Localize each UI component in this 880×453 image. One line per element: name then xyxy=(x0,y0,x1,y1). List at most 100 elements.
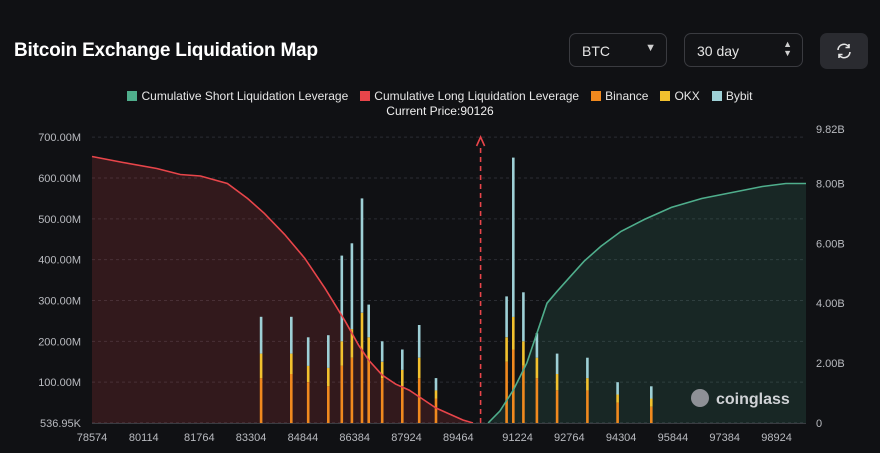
bar-binance xyxy=(259,378,263,423)
x-axis-tick: 95844 xyxy=(658,432,689,444)
bar-okx xyxy=(535,357,539,379)
bar-binance xyxy=(360,349,364,423)
left-axis-tick: 600.00M xyxy=(38,173,81,185)
coinglass-logo-icon xyxy=(691,389,709,407)
svg-text:coinglass: coinglass xyxy=(716,391,790,408)
bar-bybit xyxy=(380,341,384,362)
x-axis-tick: 84844 xyxy=(288,432,319,444)
bar-binance xyxy=(327,386,330,424)
bar-okx xyxy=(555,374,559,391)
period-select-value: 30 day xyxy=(697,43,740,59)
bar-binance xyxy=(505,361,508,424)
bar-binance xyxy=(401,386,404,424)
bar-bybit xyxy=(259,316,263,354)
bar-bybit xyxy=(367,304,370,338)
bar-okx xyxy=(650,398,653,407)
right-axis-tick: 9.82B xyxy=(816,124,845,136)
bar-bybit xyxy=(586,357,589,379)
bar-binance xyxy=(616,402,619,423)
legend-bybit[interactable]: Bybit xyxy=(711,89,753,103)
bar-binance xyxy=(522,365,525,423)
page-title: Bitcoin Exchange Liquidation Map xyxy=(14,40,318,61)
bar-okx xyxy=(505,337,508,362)
bar-okx xyxy=(417,357,421,379)
bar-binance xyxy=(290,374,293,423)
bar-okx xyxy=(259,353,263,379)
bar-okx xyxy=(360,312,364,350)
legend-swatch-bybit xyxy=(711,91,722,101)
x-axis-tick: 86384 xyxy=(339,432,370,444)
bar-bybit xyxy=(350,243,354,330)
x-axis-tick: 89464 xyxy=(443,432,474,444)
right-axis-tick: 8.00B xyxy=(816,178,845,190)
bar-okx xyxy=(380,361,384,379)
left-axis-tick: 400.00M xyxy=(38,255,81,267)
bar-okx xyxy=(340,341,344,366)
x-axis-tick: 78574 xyxy=(77,432,108,444)
bar-bybit xyxy=(434,378,438,391)
long-cumulative-line xyxy=(91,155,474,424)
short-cumulative-line xyxy=(487,182,806,424)
bar-bybit xyxy=(327,335,330,368)
bar-bybit xyxy=(417,325,421,358)
bar-binance xyxy=(535,378,539,423)
bar-binance xyxy=(306,382,310,423)
left-axis-tick: 200.00M xyxy=(38,336,81,348)
bar-bybit xyxy=(505,296,508,338)
chevron-down-icon: ▼ xyxy=(645,42,656,54)
bar-bybit xyxy=(360,198,364,313)
bar-binance xyxy=(350,357,354,423)
short-cumulative-area xyxy=(488,183,806,423)
left-axis-tick: 100.00M xyxy=(38,377,81,389)
legend-short[interactable]: Cumulative Short Liquidation Leverage xyxy=(127,89,348,103)
x-axis-tick: 91224 xyxy=(502,432,533,444)
right-axis-tick: 2.00B xyxy=(816,358,845,370)
bar-binance xyxy=(555,390,559,423)
bar-okx xyxy=(327,367,330,387)
right-axis-tick: 0 xyxy=(816,418,822,430)
bar-binance xyxy=(340,365,344,423)
x-axis-tick: 94304 xyxy=(606,432,637,444)
coinglass-logo: coinglass xyxy=(691,389,790,408)
bar-binance xyxy=(417,378,421,423)
long-cumulative-area xyxy=(92,156,473,423)
left-axis-tick: 536.95K xyxy=(40,418,82,430)
bar-okx xyxy=(522,341,525,366)
legend-binance[interactable]: Binance xyxy=(591,89,648,103)
bar-okx xyxy=(350,329,354,358)
bar-okx xyxy=(616,394,619,403)
bars-group xyxy=(259,157,653,424)
bar-binance xyxy=(586,390,589,423)
bar-binance xyxy=(367,361,370,424)
x-axis: 78574 80114 81764 83304 84844 86384 87924 89464… xyxy=(77,423,806,444)
period-select[interactable]: 30 day ▲ ▼ xyxy=(684,33,803,67)
left-axis-tick: 700.00M xyxy=(38,132,81,144)
legend-swatch-long xyxy=(360,91,371,101)
current-price-label: Current Price:90126 xyxy=(386,104,494,118)
coin-select-value: BTC xyxy=(582,43,610,59)
x-axis-tick: 81764 xyxy=(184,432,215,444)
right-axis: 0 2.00B 4.00B 6.00B 8.00B 9.82B xyxy=(816,124,845,430)
x-axis-tick: 87924 xyxy=(391,432,422,444)
legend-long[interactable]: Cumulative Long Liquidation Leverage xyxy=(360,89,579,103)
bar-binance xyxy=(650,406,653,423)
bar-okx xyxy=(401,369,404,387)
bar-bybit xyxy=(555,353,559,374)
left-axis: 536.95K 100.00M 200.00M 300.00M 400.00M 500.0… xyxy=(38,132,81,430)
bar-bybit xyxy=(306,337,310,366)
bar-bybit xyxy=(522,292,525,342)
bar-binance xyxy=(434,398,438,423)
current-price-arrow-icon xyxy=(475,135,486,147)
bar-okx xyxy=(512,316,515,350)
legend-okx[interactable]: OKX xyxy=(660,89,700,103)
bar-okx xyxy=(434,390,438,399)
coin-select[interactable]: BTC ▼ xyxy=(569,33,667,67)
bar-okx xyxy=(306,365,310,383)
legend-swatch-short xyxy=(127,91,138,101)
refresh-button[interactable] xyxy=(820,33,868,69)
bar-okx xyxy=(290,353,293,374)
bar-binance xyxy=(380,378,384,423)
chart-legend: Cumulative Short Liquidation Leverage Cu… xyxy=(0,89,880,103)
up-down-chevron-icon: ▲ ▼ xyxy=(783,39,792,58)
